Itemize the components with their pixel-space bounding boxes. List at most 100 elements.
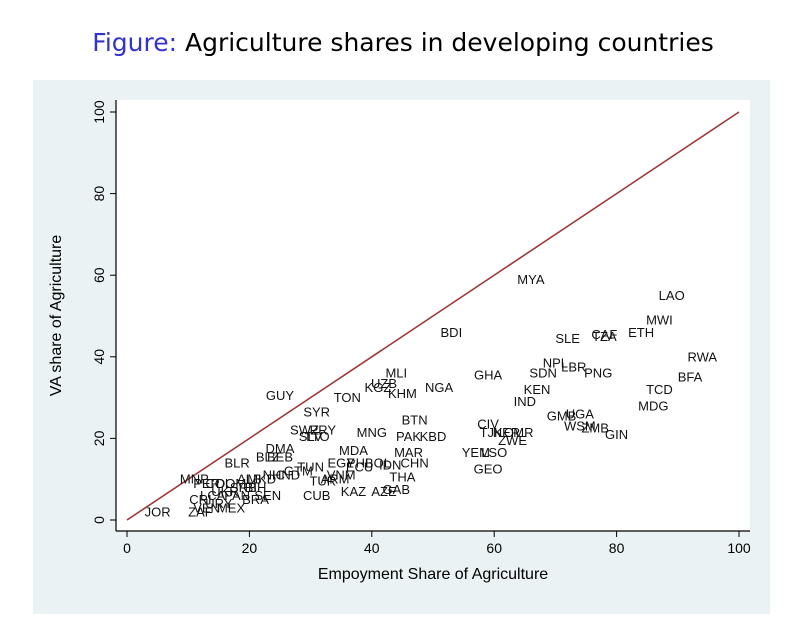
x-tick-label: 100: [727, 540, 751, 556]
point-label: BFA: [678, 370, 703, 385]
point-label: MDA: [339, 443, 368, 458]
point-label: TZA: [592, 329, 617, 344]
point-label: MNP: [180, 472, 209, 487]
point-label: UZB: [371, 376, 397, 391]
point-label: PAK: [396, 429, 421, 444]
point-label: AZE: [371, 484, 397, 499]
point-label: SEN: [254, 488, 281, 503]
point-label: MEX: [217, 500, 246, 515]
point-label: MKD: [247, 472, 276, 487]
point-label: TCD: [646, 382, 673, 397]
point-label: JOR: [145, 504, 171, 519]
point-label: NPL: [543, 355, 568, 370]
point-label: PNG: [584, 366, 612, 381]
point-label: CUB: [303, 488, 330, 503]
point-label: PHL: [347, 455, 372, 470]
x-axis-title: Empoyment Share of Agriculture: [318, 566, 548, 583]
point-label: NIC: [263, 468, 285, 483]
point-label: RWA: [687, 349, 717, 364]
point-label: BLR: [225, 455, 250, 470]
point-label: KHM: [388, 386, 417, 401]
point-label: ZMB: [581, 421, 608, 436]
y-tick-label: 80: [91, 186, 107, 202]
point-label: THA: [389, 470, 415, 485]
point-label: UKR: [211, 484, 238, 499]
point-label: ZAF: [188, 504, 213, 519]
point-label: VEN: [193, 500, 220, 515]
point-label: SLE: [555, 331, 580, 346]
y-tick-label: 60: [91, 267, 107, 283]
point-label: SRB: [230, 480, 257, 495]
point-label: TUR: [309, 474, 336, 489]
point-label: GHA: [474, 368, 503, 383]
point-label: MAR: [394, 445, 423, 460]
point-label: CHN: [401, 455, 429, 470]
point-label: CRI: [189, 492, 211, 507]
y-tick-label: 100: [91, 100, 107, 124]
point-label: TTO: [304, 429, 330, 444]
point-label: IND: [514, 394, 536, 409]
point-label: COL: [205, 476, 232, 491]
point-label: ALB: [237, 472, 262, 487]
point-label: GIN: [605, 427, 628, 442]
point-label: MYA: [517, 272, 545, 287]
point-label: LAO: [659, 288, 685, 303]
point-label: BTN: [402, 413, 428, 428]
point-label: MLI: [385, 366, 407, 381]
point-label: BIH: [245, 480, 267, 495]
point-label: SYR: [303, 404, 330, 419]
point-label: DOM: [216, 476, 246, 491]
point-label: KBD: [420, 429, 447, 444]
point-label: ETH: [628, 325, 654, 340]
x-tick-label: 40: [364, 540, 380, 556]
point-label: HND: [272, 468, 300, 483]
point-label: MNG: [357, 425, 387, 440]
y-tick-label: 40: [91, 349, 107, 365]
point-label: BEB: [267, 449, 293, 464]
point-label: KAZ: [341, 484, 366, 499]
point-label: UGA: [566, 406, 595, 421]
point-label: TJK: [480, 425, 503, 440]
y-tick-label: 0: [91, 516, 107, 524]
point-label: VNM: [327, 468, 356, 483]
point-label: BLZ: [256, 449, 280, 464]
chart-panel: 0 20 40 60 80 100 0 20 40 60 80 100 MYA LAO MWI ETH CAF…: [33, 80, 770, 614]
point-label: SLV: [299, 429, 323, 444]
point-label: YEM: [462, 445, 490, 460]
point-label: EGY: [327, 455, 355, 470]
point-label: ZWE: [498, 433, 527, 448]
point-label: MDG: [638, 398, 668, 413]
point-label: SDN: [529, 366, 556, 381]
point-label: LCA: [200, 488, 226, 503]
x-tick-label: 0: [123, 540, 131, 556]
point-label: LSO: [481, 445, 507, 460]
x-tick-label: 60: [486, 540, 502, 556]
point-label: URY: [205, 496, 233, 511]
point-label: TUN: [297, 459, 324, 474]
point-label: GAB: [383, 482, 410, 497]
point-label: IDN: [379, 457, 401, 472]
point-label: PER: [193, 476, 220, 491]
point-label: LBR: [561, 360, 586, 375]
point-label: GTM: [284, 464, 313, 479]
point-label: CIV: [477, 417, 499, 432]
figure-prefix: Figure:: [92, 28, 178, 57]
axes: 0 20 40 60 80 100 0 20 40 60 80 100: [91, 100, 751, 556]
reference-line: [126, 111, 740, 521]
point-labels: MYALAOMWIETHCAFTZASLEBDIRWABFATCDMDGNPLL…: [145, 272, 718, 520]
point-label: SWZ: [290, 423, 319, 438]
point-label: NGA: [425, 380, 454, 395]
point-label: WSM: [564, 419, 596, 434]
point-label: CAF: [591, 327, 617, 342]
point-label: PAN: [224, 488, 250, 503]
y-tick-label: 20: [91, 430, 107, 446]
point-label: CMR: [504, 425, 534, 440]
point-label: MWI: [646, 313, 673, 328]
point-label: ECU: [346, 459, 373, 474]
point-label: GUY: [266, 388, 295, 403]
point-label: PRY: [310, 423, 337, 438]
point-label: KGZ: [365, 380, 392, 395]
point-label: BRA: [242, 492, 269, 507]
point-label: GEO: [474, 462, 503, 477]
